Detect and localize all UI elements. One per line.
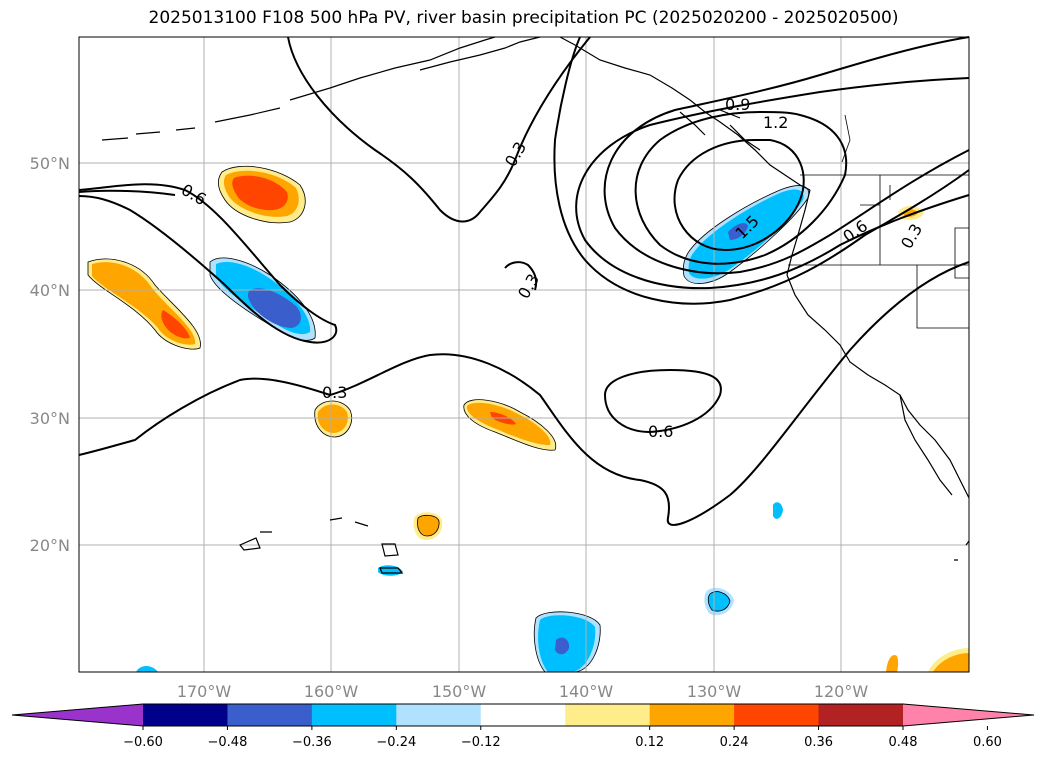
colorbar-segment bbox=[311, 704, 397, 726]
neg-anomaly-core bbox=[555, 637, 570, 655]
map-title: 2025013100 F108 500 hPa PV, river basin … bbox=[148, 8, 899, 28]
colorbar-segment bbox=[143, 704, 228, 726]
neg-anomaly-core bbox=[728, 223, 748, 240]
political-borders bbox=[788, 114, 970, 329]
pv-contour-0.3-hook bbox=[504, 261, 538, 291]
anomaly-outline bbox=[314, 400, 352, 438]
lon-tick-label: 170°W bbox=[177, 682, 232, 701]
pv-contour-0.6-west bbox=[78, 183, 338, 344]
neg-anomaly-patch bbox=[773, 502, 783, 519]
pos-anomaly-core bbox=[161, 310, 190, 339]
neg-anomaly-patch bbox=[136, 666, 158, 672]
contour-label: 1.2 bbox=[763, 113, 788, 132]
aleutian-islands bbox=[101, 36, 496, 141]
pos-anomaly-core bbox=[232, 175, 288, 211]
colorbar-label: −0.48 bbox=[208, 735, 248, 750]
neg-anomaly-core bbox=[247, 288, 301, 328]
pv-contour-0.6-edge bbox=[78, 189, 176, 196]
colorbar-extend-high bbox=[903, 704, 1034, 726]
lat-tick-label: 50°N bbox=[30, 154, 70, 173]
lon-tick-labels: 170°W 160°W 150°W 140°W 130°W 120°W bbox=[177, 682, 869, 701]
colorbar: −0.60 −0.48 −0.36 −0.24 −0.12 0.12 0.24 0.36 0.4… bbox=[11, 703, 1035, 750]
lon-tick-label: 150°W bbox=[432, 682, 487, 701]
pv-contour-1.5 bbox=[673, 139, 805, 252]
anomaly-outline bbox=[533, 611, 601, 673]
map-background bbox=[79, 37, 969, 672]
pv-contour-0.3-north bbox=[287, 36, 591, 223]
pv-contour-0.6-east bbox=[575, 77, 970, 290]
anomaly-outline bbox=[218, 165, 306, 224]
pos-anomaly-patch bbox=[886, 654, 899, 672]
colorbar-segment bbox=[227, 704, 313, 726]
pv-contour-0.3-south bbox=[78, 261, 970, 526]
pv-contour-0.9 bbox=[603, 36, 970, 275]
baja-california bbox=[899, 394, 953, 496]
pos-anomaly-patch bbox=[933, 653, 969, 672]
pv-contour-0.6-loop bbox=[603, 368, 722, 434]
lat-tick-labels: 50°N 40°N 30°N 20°N bbox=[30, 154, 70, 555]
alaska-peninsula bbox=[419, 36, 541, 71]
colorbar-label: −0.60 bbox=[123, 735, 163, 750]
neg-anomaly-patch bbox=[688, 189, 804, 279]
anomaly-outline bbox=[417, 514, 440, 537]
lon-tick-label: 130°W bbox=[687, 682, 742, 701]
anomaly-outline bbox=[209, 257, 316, 341]
colorbar-segment bbox=[818, 704, 904, 726]
lat-tick-label: 40°N bbox=[30, 281, 70, 300]
anomaly-outline bbox=[707, 591, 731, 612]
colorbar-label: 0.12 bbox=[635, 735, 664, 750]
contour-label: 0.9 bbox=[725, 95, 750, 114]
colorbar-label: −0.24 bbox=[376, 735, 416, 750]
anomaly-outline bbox=[463, 399, 557, 451]
colorbar-label: 0.36 bbox=[804, 735, 833, 750]
map-frame bbox=[78, 36, 970, 673]
lon-tick-label: 160°W bbox=[304, 682, 359, 701]
lon-tick-label: 120°W bbox=[814, 682, 869, 701]
anomaly-outline bbox=[682, 185, 810, 284]
pv-contours bbox=[78, 36, 970, 526]
colorbar-extend-low bbox=[12, 704, 143, 726]
colorbar-label: 0.48 bbox=[889, 735, 918, 750]
pos-anomaly-patch bbox=[317, 404, 348, 433]
contour-label: 0.3 bbox=[322, 383, 347, 402]
colorbar-segment bbox=[396, 704, 482, 726]
colorbar-segment bbox=[565, 704, 651, 726]
colorbar-segment bbox=[649, 704, 735, 726]
contour-label: 0.6 bbox=[648, 422, 673, 441]
colorbar-label: −0.36 bbox=[292, 735, 332, 750]
lon-tick-label: 140°W bbox=[559, 682, 614, 701]
colorbar-label: −0.12 bbox=[461, 735, 501, 750]
pv-contour-1.2 bbox=[634, 110, 848, 265]
lat-tick-label: 20°N bbox=[30, 536, 70, 555]
hawaii-islands bbox=[239, 517, 404, 574]
colorbar-label: 0.24 bbox=[720, 735, 749, 750]
colorbar-segment bbox=[480, 704, 566, 726]
precip-outlines bbox=[87, 165, 810, 673]
pos-anomaly-patch bbox=[417, 515, 440, 536]
anomaly-outline bbox=[87, 258, 201, 350]
state-borders bbox=[788, 114, 970, 329]
colorbar-label: 0.60 bbox=[973, 735, 1002, 750]
colorbar-segment bbox=[734, 704, 820, 726]
lat-tick-label: 30°N bbox=[30, 409, 70, 428]
